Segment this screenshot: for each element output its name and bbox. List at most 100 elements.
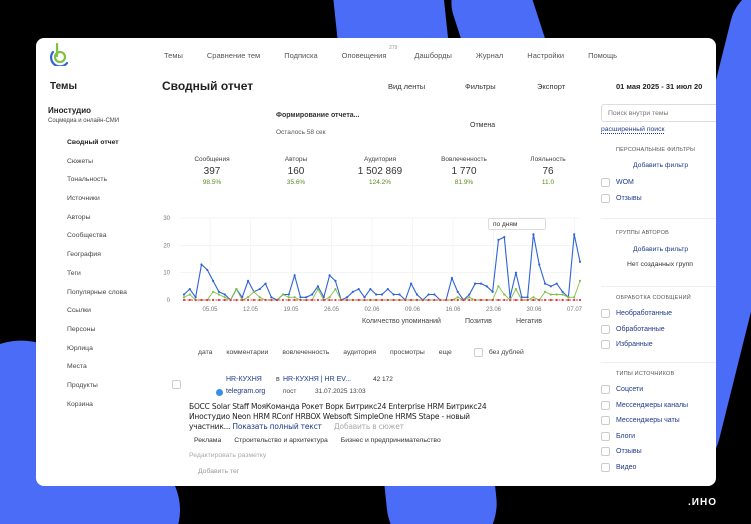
filter-messenger-chats[interactable]: Мессенджеры чаты	[601, 413, 688, 429]
filter-wom[interactable]: WOM	[601, 175, 695, 191]
sidebar-item-tonality[interactable]: Тональность	[67, 176, 108, 184]
post-tag[interactable]: Реклама	[194, 437, 222, 444]
divider	[601, 218, 716, 219]
page-title: Сводный отчет	[162, 79, 254, 93]
theme-name: Иностудио	[48, 106, 92, 115]
sidebar-menu: Сводный отчет Сюжеты Тональность Источни…	[67, 139, 127, 419]
add-personal-filter-button[interactable]: Добавить фильтр	[633, 162, 689, 169]
checkbox[interactable]	[601, 340, 610, 350]
checkbox[interactable]	[601, 309, 610, 319]
legend-mentions[interactable]: Количество упоминаний	[362, 318, 441, 325]
nav-help[interactable]: Помощь	[588, 51, 618, 60]
filter-blogs[interactable]: Блоги	[601, 429, 688, 445]
nav-notifications[interactable]: Оповещения 279	[342, 45, 398, 60]
sidebar-item-summary[interactable]: Сводный отчет	[67, 139, 119, 146]
svg-text:16.06: 16.06	[445, 307, 461, 313]
app-logo-icon[interactable]	[48, 42, 70, 66]
stat-value: 1 502 869	[357, 166, 403, 177]
sidebar-item-tags[interactable]: Теги	[67, 269, 81, 277]
checkbox[interactable]	[601, 324, 610, 334]
stat-change: 98.5%	[202, 179, 222, 186]
nav-compare-themes[interactable]: Сравнение тем	[206, 51, 261, 60]
sidebar-item-stories[interactable]: Сюжеты	[67, 157, 94, 165]
export-button[interactable]: Экспорт	[537, 82, 566, 91]
checkbox[interactable]	[601, 447, 610, 457]
checkbox[interactable]	[601, 416, 610, 426]
stat-engagement: Вовлеченность 1 770 81.9%	[422, 156, 506, 186]
filter-messenger-channels[interactable]: Мессенджеры каналы	[601, 398, 688, 414]
sort-date[interactable]: дата	[198, 349, 213, 356]
nav-journal[interactable]: Журнал	[475, 51, 504, 60]
sidebar-item-persons[interactable]: Персоны	[67, 325, 96, 333]
stat-change: 81.9%	[454, 179, 474, 186]
stat-change: 35.6%	[286, 179, 306, 186]
post-select-checkbox[interactable]	[172, 380, 181, 389]
checkbox[interactable]	[601, 178, 610, 188]
sidebar-item-communities[interactable]: Сообщества	[67, 232, 107, 240]
filters-button[interactable]: Фильтры	[465, 82, 496, 91]
sidebar-item-popular-words[interactable]: Популярные слова	[67, 288, 127, 296]
nav-themes[interactable]: Темы	[164, 51, 183, 60]
filter-unprocessed[interactable]: Необработанные	[601, 306, 691, 322]
nav-settings[interactable]: Настройки	[527, 51, 565, 60]
sort-engagement[interactable]: вовлеченность	[282, 349, 330, 356]
nav-subscription[interactable]: Подписка	[284, 51, 318, 60]
filter-reviews[interactable]: Отзывы	[601, 191, 695, 207]
section-title: ПЕРСОНАЛЬНЫЕ ФИЛЬТРЫ	[616, 147, 696, 153]
section-title: ГРУППЫ АВТОРОВ	[616, 230, 669, 236]
sort-views[interactable]: просмотры	[390, 349, 425, 356]
add-tag-button[interactable]: Добавить тег	[198, 468, 240, 475]
no-duplicates-checkbox[interactable]	[473, 348, 483, 357]
sort-more[interactable]: еще	[438, 349, 452, 356]
show-full-text-link[interactable]: Показать полный текст	[232, 422, 322, 431]
checkbox[interactable]	[601, 431, 610, 441]
checkbox[interactable]	[601, 385, 610, 395]
post-views-count: 42 172	[373, 376, 393, 383]
filter-video[interactable]: Видео	[601, 460, 688, 476]
sidebar-item-sources[interactable]: Источники	[67, 195, 100, 203]
sidebar-item-links[interactable]: Ссылки	[67, 307, 91, 315]
filter-processed[interactable]: Обработанные	[601, 322, 691, 338]
add-to-story-link[interactable]: Добавить в сюжет	[333, 422, 404, 431]
checkbox[interactable]	[601, 400, 610, 410]
advanced-search-link[interactable]: расширенный поиск	[601, 126, 665, 134]
sort-audience[interactable]: аудитория	[343, 349, 376, 356]
mentions-line-chart[interactable]: 30 20 10 0 05.05 12.05 19.05 26.05 02.06 09.06 16.…	[162, 212, 582, 322]
date-range-picker[interactable]: 01 мая 2025 - 31 июл 20	[616, 82, 703, 91]
post-text: БОСС Solar Staff МояКоманда Рокет Ворк Б…	[189, 402, 489, 432]
post-tag[interactable]: Строительство и архитектура	[234, 437, 328, 444]
sidebar-item-legal-entities[interactable]: Юрлица	[67, 344, 93, 352]
stat-label: Сообщения	[194, 156, 230, 163]
svg-text:05.05: 05.05	[202, 307, 218, 313]
filter-reviews-source[interactable]: Отзывы	[601, 444, 688, 460]
post-tag[interactable]: Бизнес и предпринимательство	[340, 437, 441, 444]
legend-negative[interactable]: Негатив	[516, 318, 542, 325]
checkbox[interactable]	[601, 462, 610, 472]
sidebar-item-products[interactable]: Продукты	[67, 381, 98, 389]
sidebar-item-trash[interactable]: Корзина	[67, 400, 93, 408]
legend-positive[interactable]: Позитив	[465, 318, 492, 325]
edit-markup-link[interactable]: Редактировать разметку	[189, 452, 267, 459]
feed-view-button[interactable]: Вид ленты	[388, 82, 426, 91]
sidebar-item-geography[interactable]: География	[67, 251, 101, 259]
theme-search-input[interactable]	[601, 104, 716, 122]
cancel-button[interactable]: Отмена	[470, 122, 496, 129]
svg-text:0: 0	[167, 298, 171, 304]
stat-messages: Сообщения 397 98.5%	[170, 156, 254, 186]
period-select[interactable]: по дням	[488, 218, 546, 230]
brand-mark: .ИНО	[688, 497, 717, 508]
filter-social[interactable]: Соцсети	[601, 382, 688, 398]
post-channel-link[interactable]: HR-КУХНЯ | HR EV...	[283, 376, 352, 383]
checkbox[interactable]	[601, 193, 610, 203]
divider	[601, 286, 716, 287]
nav-dashboards[interactable]: Дашборды	[414, 51, 452, 60]
filter-label: Отзывы	[616, 448, 642, 456]
sidebar-item-places[interactable]: Места	[67, 363, 87, 371]
sort-comments[interactable]: комментарии	[226, 349, 269, 356]
post-author-link[interactable]: HR-КУХНЯ	[226, 376, 262, 383]
post-source-link[interactable]: telegram.org	[226, 388, 266, 395]
add-author-group-button[interactable]: Добавить фильтр	[633, 246, 689, 253]
filter-favorites[interactable]: Избранные	[601, 337, 691, 353]
sidebar-item-authors[interactable]: Авторы	[67, 213, 91, 221]
post-date: 31.07.2025 13:03	[315, 388, 366, 395]
